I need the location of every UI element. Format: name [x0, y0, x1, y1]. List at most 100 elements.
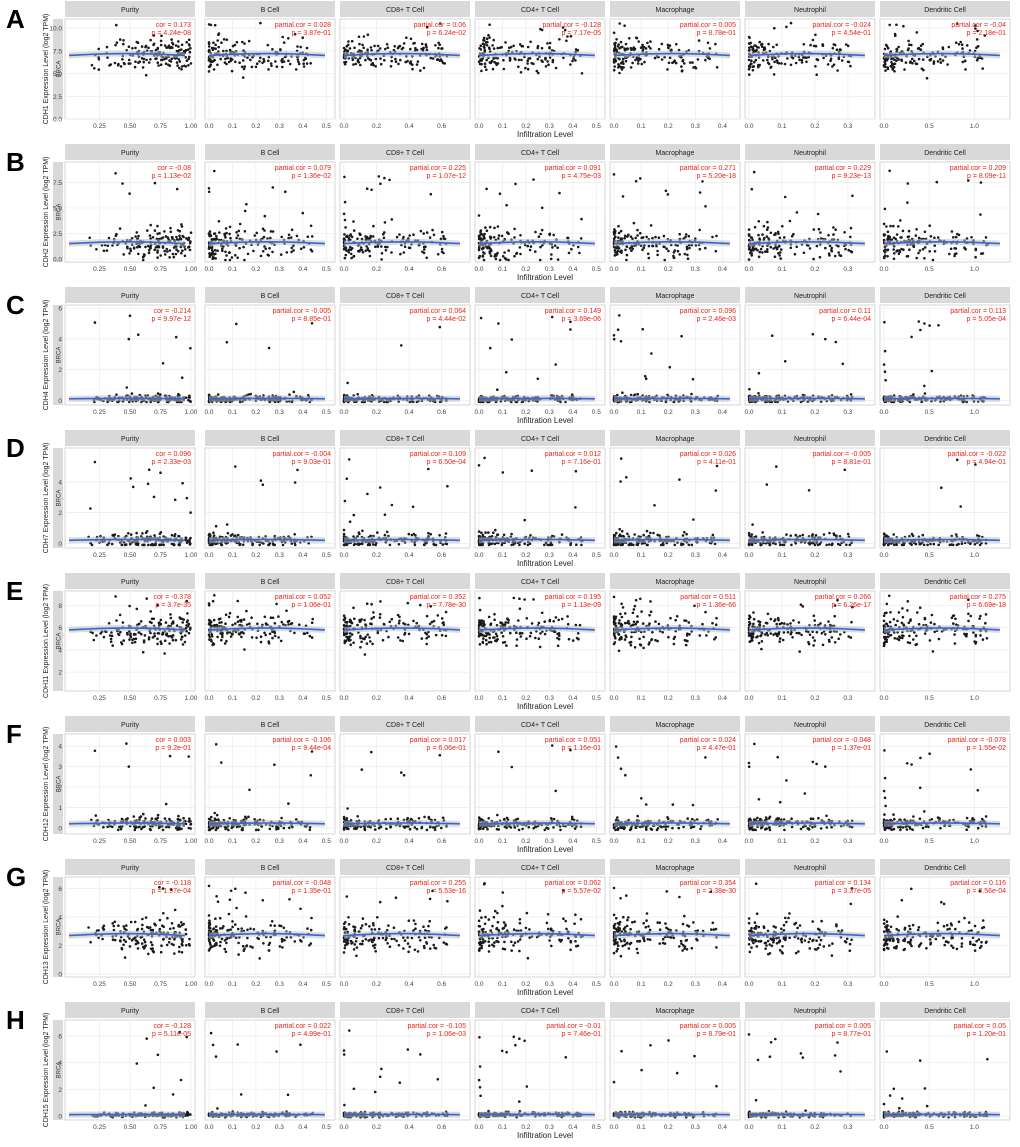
scatter-point [161, 362, 165, 365]
scatter-point [827, 252, 831, 255]
scatter-point [383, 59, 386, 62]
x-tick-label: 0.4 [568, 409, 577, 416]
x-tick-label: 0.3 [843, 409, 852, 416]
scatter-point [667, 46, 670, 50]
scatter-point [541, 60, 544, 63]
scatter-point [883, 47, 887, 51]
scatter-point [220, 543, 223, 547]
scatter-point [540, 206, 544, 210]
panel-title: Purity [121, 7, 139, 14]
scatter-point [379, 182, 382, 186]
scatter-point [651, 244, 655, 248]
scatter-point [235, 231, 238, 234]
x-tick-label: 0.4 [298, 123, 307, 130]
scatter-point [366, 48, 369, 51]
y-axis-label: CDH4 Expression Level (log2 TPM) [43, 300, 50, 411]
scatter-point [668, 44, 672, 47]
scatter-point [178, 234, 181, 238]
confidence-band [69, 50, 185, 59]
scatter-point [933, 250, 937, 253]
scatter-point [358, 49, 361, 52]
scatter-point [482, 246, 485, 250]
stat-correlation: partial.cor = 0.012 [545, 451, 601, 458]
scatter-point [776, 61, 779, 64]
scatter-point [149, 223, 152, 227]
scatter-point [156, 392, 160, 395]
scatter-point [174, 335, 178, 339]
stat-correlation: partial.cor = 0.229 [815, 165, 871, 172]
stat-correlation: partial.cor = 0.096 [680, 308, 736, 315]
scatter-point [175, 187, 179, 191]
scatter-point [438, 534, 441, 537]
scatter-point [893, 70, 896, 73]
scatter-point [558, 191, 561, 195]
scatter-point [647, 45, 651, 48]
scatter-point [895, 250, 898, 253]
scatter-point [828, 531, 831, 535]
scatter-point [629, 46, 633, 50]
scatter-point [680, 65, 683, 68]
scatter-point [394, 57, 397, 61]
scatter-point [346, 43, 350, 47]
scatter-point [114, 43, 117, 47]
scatter-point [551, 246, 554, 249]
scatter-point [795, 245, 798, 249]
scatter-point [781, 224, 784, 228]
scatter-point [554, 363, 557, 366]
scatter-point [342, 535, 346, 538]
scatter-point [667, 61, 671, 65]
scatter-point [649, 40, 652, 43]
scatter-point [851, 194, 854, 198]
stat-pvalue: p = 3.87e-01 [291, 30, 331, 37]
scatter-point [761, 233, 764, 236]
scatter-point [892, 224, 895, 228]
scatter-point [147, 61, 151, 64]
scatter-point [928, 250, 931, 253]
scatter-point [346, 49, 350, 53]
scatter-point [818, 542, 822, 546]
scatter-point [617, 224, 620, 228]
scatter-point [518, 43, 522, 46]
scatter-point [395, 235, 399, 239]
scatter-point [357, 531, 361, 534]
scatter-point [802, 251, 806, 255]
x-tick-label: 1.0 [970, 123, 979, 130]
scatter-point [172, 543, 175, 547]
x-tick-label: 0.0 [339, 123, 348, 130]
scatter-point [897, 225, 900, 228]
scatter-point [884, 43, 888, 47]
x-tick-label: 0.1 [228, 409, 237, 416]
row-letter: A [6, 4, 25, 34]
scatter-point [266, 253, 270, 257]
scatter-point [128, 314, 132, 318]
scatter-point [534, 250, 537, 253]
x-tick-label: 0.1 [637, 552, 646, 559]
scatter-point [149, 38, 152, 42]
scatter-point [243, 209, 247, 213]
stat-correlation: partial.cor = 0.149 [545, 308, 601, 315]
scatter-point [893, 58, 896, 62]
x-tick-label: 0.4 [568, 123, 577, 130]
scatter-point [888, 23, 891, 27]
scatter-point [633, 533, 636, 536]
scatter-point [412, 233, 415, 236]
scatter-point [757, 46, 760, 49]
scatter-point [498, 258, 502, 262]
scatter-point [400, 344, 403, 347]
scatter-point [747, 58, 751, 62]
scatter-point [359, 63, 362, 67]
scatter-point [482, 258, 486, 262]
scatter-point [629, 235, 633, 238]
scatter-point [309, 62, 313, 65]
scatter-point [619, 40, 623, 44]
x-tick-label: 0.1 [637, 266, 646, 273]
panel-strip [745, 1, 875, 17]
scatter-point [634, 179, 638, 183]
scatter-point [149, 58, 152, 61]
scatter-point [184, 56, 187, 59]
scatter-point [517, 65, 520, 68]
scatter-point [760, 43, 763, 46]
scatter-point [919, 328, 922, 332]
